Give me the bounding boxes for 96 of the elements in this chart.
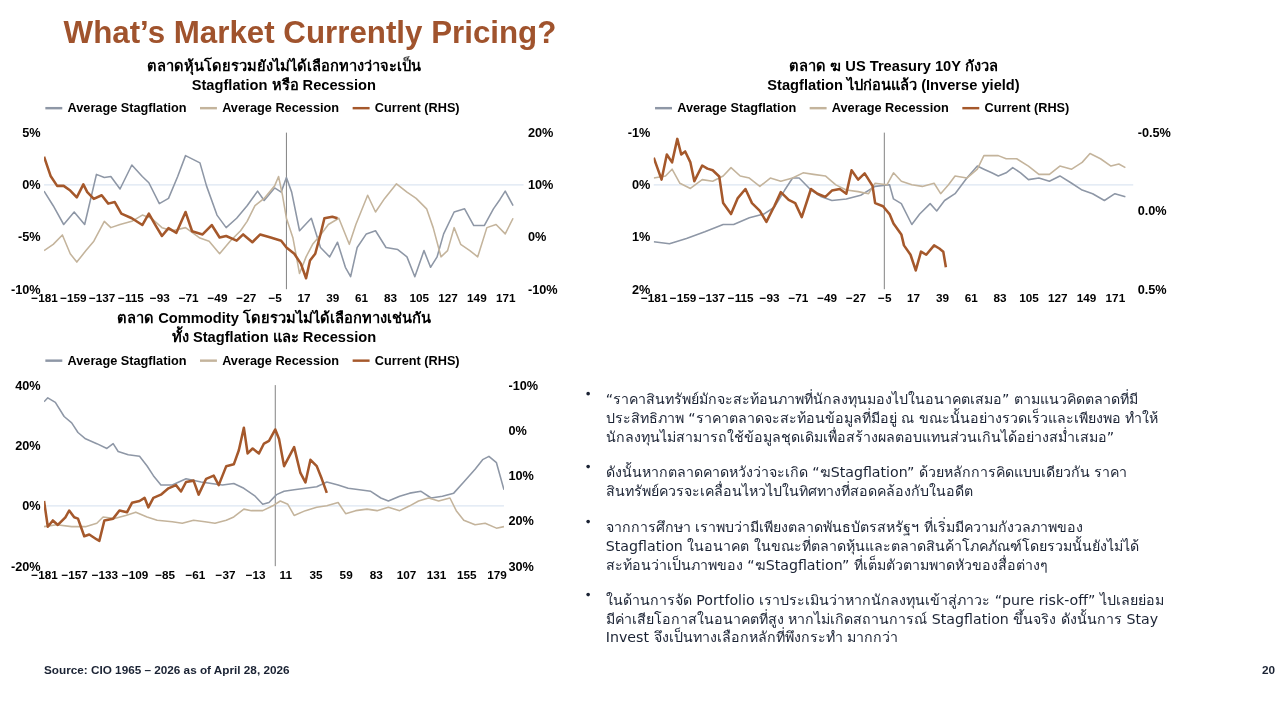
legend-label: Average Recession — [222, 352, 340, 368]
x-tick-label: −49 — [207, 291, 228, 305]
y-tick-label: 0% — [22, 177, 41, 193]
x-tick-label: −159 — [669, 291, 697, 305]
x-tick-label: 105 — [1019, 291, 1040, 305]
y-tick-label: 1% — [631, 229, 651, 245]
x-tick-label: 105 — [409, 291, 430, 305]
x-tick-label: 127 — [438, 291, 459, 305]
source-note: Source: CIO 1965 – 2026 as of April 28, 2026 — [44, 662, 290, 676]
legend-label: Average Stagflation — [67, 100, 187, 116]
legend-label: Current (RHS) — [984, 100, 1070, 116]
x-tick-label: 11 — [279, 568, 293, 582]
x-tick-label: 39 — [326, 291, 340, 305]
chart-title: ตลาด Commodity โดยรวมไม่ได้เลือกทางเช่นกัน ทั้ง Stagflation และ Recession — [117, 308, 431, 346]
y-tick-label: 5% — [22, 125, 41, 141]
y2-tick-label: 0.5% — [1137, 281, 1167, 297]
x-tick-label: −115 — [118, 291, 145, 305]
y-tick-label: 0% — [631, 177, 651, 193]
x-tick-label: 171 — [495, 291, 516, 305]
x-tick-label: 61 — [355, 291, 369, 305]
text: ในด้านการจัด Portfolio เราประเมินว่าหากนักลงทุนเข้าสู่ภาวะ “pure risk-off” ไปเลยย่อม มีค่าเสียโอกาสในอนาคตที่สูง หากไม่เกิดสถานการณ์ Stagflation ขึ้นจริง ดังนั้นการ Stay Invest จึงเป็นทางเลือกหลักที่พึงกระทำ มากกว่า — [605, 592, 1164, 646]
y-tick-label: 20% — [15, 437, 41, 453]
text: จากการศึกษา เราพบว่ามีเพียงตลาดพันธบัตรสหรัฐฯ ที่เริ่มมีความกังวลภาพของ Stagflation ในอนาคต ในขณะที่ตลาดหุ้นและตลาดสินค้าโภคภัณฑ์โดยรวมนั้นยังไม่ได้ สะท้อนว่าเป็นภาพของ “ฆStagflation” ที่เต็มตัวตามพาดหัวของสื่อต่างๆ — [605, 517, 1139, 573]
x-tick-label: −13 — [245, 568, 267, 582]
x-tick-label: 171 — [1105, 291, 1126, 305]
x-tick-label: −115 — [727, 291, 755, 305]
x-tick-label: 127 — [1047, 291, 1068, 305]
y2-tick-label: 0.0% — [1137, 203, 1167, 219]
x-tick-label: −5 — [268, 291, 283, 305]
x-tick-label: −137 — [698, 291, 726, 305]
x-tick-label: −5 — [878, 291, 892, 305]
legend-label: Average Stagflation — [677, 100, 797, 116]
x-tick-label: 17 — [907, 291, 921, 305]
x-tick-label: 149 — [1076, 291, 1097, 305]
x-tick-label: 83 — [369, 568, 384, 582]
x-tick-label: 149 — [467, 291, 488, 305]
legend-label: Current (RHS) — [374, 352, 460, 368]
line-series — [653, 152, 1127, 195]
y2-tick-label: 30% — [508, 558, 534, 574]
x-tick-label: 83 — [993, 291, 1008, 305]
y2-tick-label: 20% — [527, 125, 554, 141]
line-series — [44, 426, 329, 543]
line-series — [653, 137, 948, 272]
chart-title: ตลาด ฆ US Treasury 10Y กังวล Stagflation ไปก่อนแล้ว (Inverse yield) — [767, 57, 1020, 93]
text: “ราคาสินทรัพย์มักจะสะท้อนภาพที่นักลงทุนมองไปในอนาคตเสมอ” ตามแนวคิดตลาดที่มี ประสิทธิภาพ “ราคาตลาดจะสะท้อนข้อมูลที่มีอยู่ ณ ขณะนั้นอย่างรวดเร็วและเพียงพอ ทำให้ นักลงทุนไม่สามารถใช้ข้อมูลชุดเดิมเพื่อสร้างผลตอบแทนส่วนเกินได้อย่างสม่ำเสมอ” — [605, 389, 1159, 446]
y2-tick-label: 0% — [508, 422, 527, 438]
legend-label: Current (RHS) — [374, 100, 460, 116]
x-tick-label: 131 — [426, 568, 447, 582]
x-tick-label: −93 — [149, 291, 171, 305]
y-tick-label: 40% — [15, 377, 41, 393]
x-tick-label: −85 — [155, 568, 176, 582]
x-tick-label: 61 — [964, 291, 979, 305]
text: What’s Market Currently Pricing? — [63, 14, 557, 50]
x-tick-label: −71 — [178, 291, 200, 305]
x-tick-label: −61 — [185, 568, 206, 582]
x-tick-label: 107 — [396, 568, 417, 582]
y2-tick-label: -10% — [508, 377, 539, 393]
line-series — [653, 165, 1127, 245]
x-tick-label: −93 — [759, 291, 780, 305]
chart-title: ตลาดหุ้นโดยรวมยังไม่ได้เลือกทางว่าจะเป็น Stagflation หรือ Recession — [146, 55, 421, 93]
x-tick-label: −71 — [788, 291, 809, 305]
x-tick-label: −157 — [61, 568, 89, 582]
text: ดังนั้นหากตลาดคาดหวังว่าจะเกิด “ฆStagflation” ด้วยหลักการคิดแบบเดียวกัน ราคา สินทรัพย์ควรจะเคลื่อนไหวไปในทิศทางที่สอดคล้องกับในอดีต — [605, 462, 1128, 499]
y-tick-label: -5% — [17, 229, 41, 245]
x-tick-label: 155 — [456, 568, 478, 582]
x-tick-label: 39 — [935, 291, 950, 305]
legend-label: Average Recession — [831, 100, 949, 116]
y2-tick-label: 0% — [527, 229, 547, 245]
y2-tick-label: 20% — [508, 513, 534, 529]
y2-tick-label: 10% — [508, 468, 534, 484]
x-tick-label: −37 — [215, 568, 236, 582]
x-tick-label: −49 — [817, 291, 838, 305]
x-tick-label: 59 — [339, 568, 354, 582]
line-series — [44, 155, 339, 280]
y-tick-label: 0% — [22, 498, 41, 514]
x-tick-label: −133 — [91, 568, 119, 582]
line-series — [44, 154, 514, 278]
x-tick-label: −109 — [121, 568, 149, 582]
line-series — [44, 397, 504, 506]
x-tick-label: 83 — [383, 291, 398, 305]
text: 20 — [1262, 662, 1276, 676]
legend-label: Average Stagflation — [67, 352, 187, 368]
y2-tick-label: -0.5% — [1137, 125, 1171, 141]
x-tick-label: −159 — [60, 291, 88, 305]
x-tick-label: 17 — [297, 291, 311, 305]
y2-tick-label: 10% — [527, 177, 554, 193]
line-series — [44, 497, 504, 529]
x-tick-label: −27 — [236, 291, 257, 305]
x-tick-label: −27 — [846, 291, 867, 305]
x-tick-label: 179 — [487, 568, 508, 582]
y-tick-label: -1% — [627, 125, 651, 141]
legend-label: Average Recession — [222, 100, 340, 116]
y2-tick-label: -10% — [527, 281, 558, 297]
line-series — [44, 175, 514, 275]
x-tick-label: 35 — [309, 568, 323, 582]
x-tick-label: −137 — [88, 291, 116, 305]
